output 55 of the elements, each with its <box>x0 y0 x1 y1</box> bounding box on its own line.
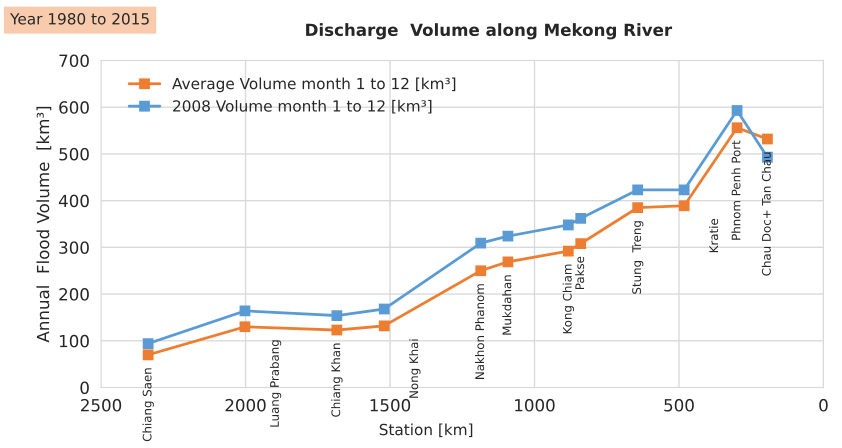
annotation: Chiang Khan <box>331 344 343 417</box>
point <box>762 134 773 144</box>
point <box>732 122 742 134</box>
point <box>142 338 154 349</box>
chart-subtitle: Year 1980 to 2015 <box>10 13 149 25</box>
annotation: Nakhon Phanom <box>475 284 484 379</box>
point <box>575 238 586 250</box>
point <box>378 320 390 332</box>
point <box>678 184 690 196</box>
x-tick-label: 1500 <box>370 398 410 412</box>
annotation: Kratie <box>709 218 718 252</box>
point <box>678 200 690 212</box>
annotation: Phnom Penh Port <box>731 140 740 240</box>
point <box>502 256 514 268</box>
point <box>502 230 514 242</box>
annotation: Nong Khai <box>409 339 421 398</box>
point <box>475 238 486 249</box>
x-tick-label: 1000 <box>515 398 555 412</box>
y-tick-label: 500 <box>59 148 89 160</box>
point <box>632 202 644 214</box>
point <box>575 213 586 224</box>
point <box>732 105 742 116</box>
point <box>632 184 644 196</box>
y-tick-label: 300 <box>59 241 89 254</box>
x-tick-label: 0 <box>819 398 828 412</box>
point <box>331 324 342 336</box>
annotation: Stung Treng <box>632 221 644 294</box>
y-axis-title: Annual Flood Volume [km³] <box>36 106 52 342</box>
point <box>331 310 342 321</box>
y-tick-label: 100 <box>60 334 89 348</box>
point <box>562 220 574 230</box>
y-tick-label: 600 <box>59 101 89 114</box>
annotation: Kong Chiam <box>562 264 574 334</box>
annotation: Luang Prabang <box>270 340 282 427</box>
annotation: Chau Doc+ Tan Chau <box>762 152 771 276</box>
annotation: Mukdahan <box>502 275 512 335</box>
x-tick-label: 2500 <box>81 398 122 412</box>
point <box>562 246 574 256</box>
point <box>378 304 390 314</box>
legend-label: 2008 Volume month 1 to 12 [km³] <box>173 100 432 114</box>
legend-label: Average Volume month 1 to 12 [km³] <box>172 78 456 92</box>
point <box>240 306 250 316</box>
y-tick-label: 400 <box>58 194 89 208</box>
y-tick-label: 200 <box>59 288 89 301</box>
annotation: Chiang Saen <box>142 368 154 442</box>
point <box>142 349 154 360</box>
y-tick-label: 0 <box>80 381 89 394</box>
x-tick-label: 2000 <box>226 398 266 412</box>
x-tick-label: 500 <box>664 398 694 412</box>
y-tick-label: 700 <box>59 54 89 68</box>
x-axis-title: Station [km] <box>380 423 472 438</box>
chart-title: Discharge Volume along Mekong River <box>306 23 672 40</box>
annotation: Pakse <box>575 256 584 290</box>
point <box>475 265 486 276</box>
point <box>240 321 250 332</box>
